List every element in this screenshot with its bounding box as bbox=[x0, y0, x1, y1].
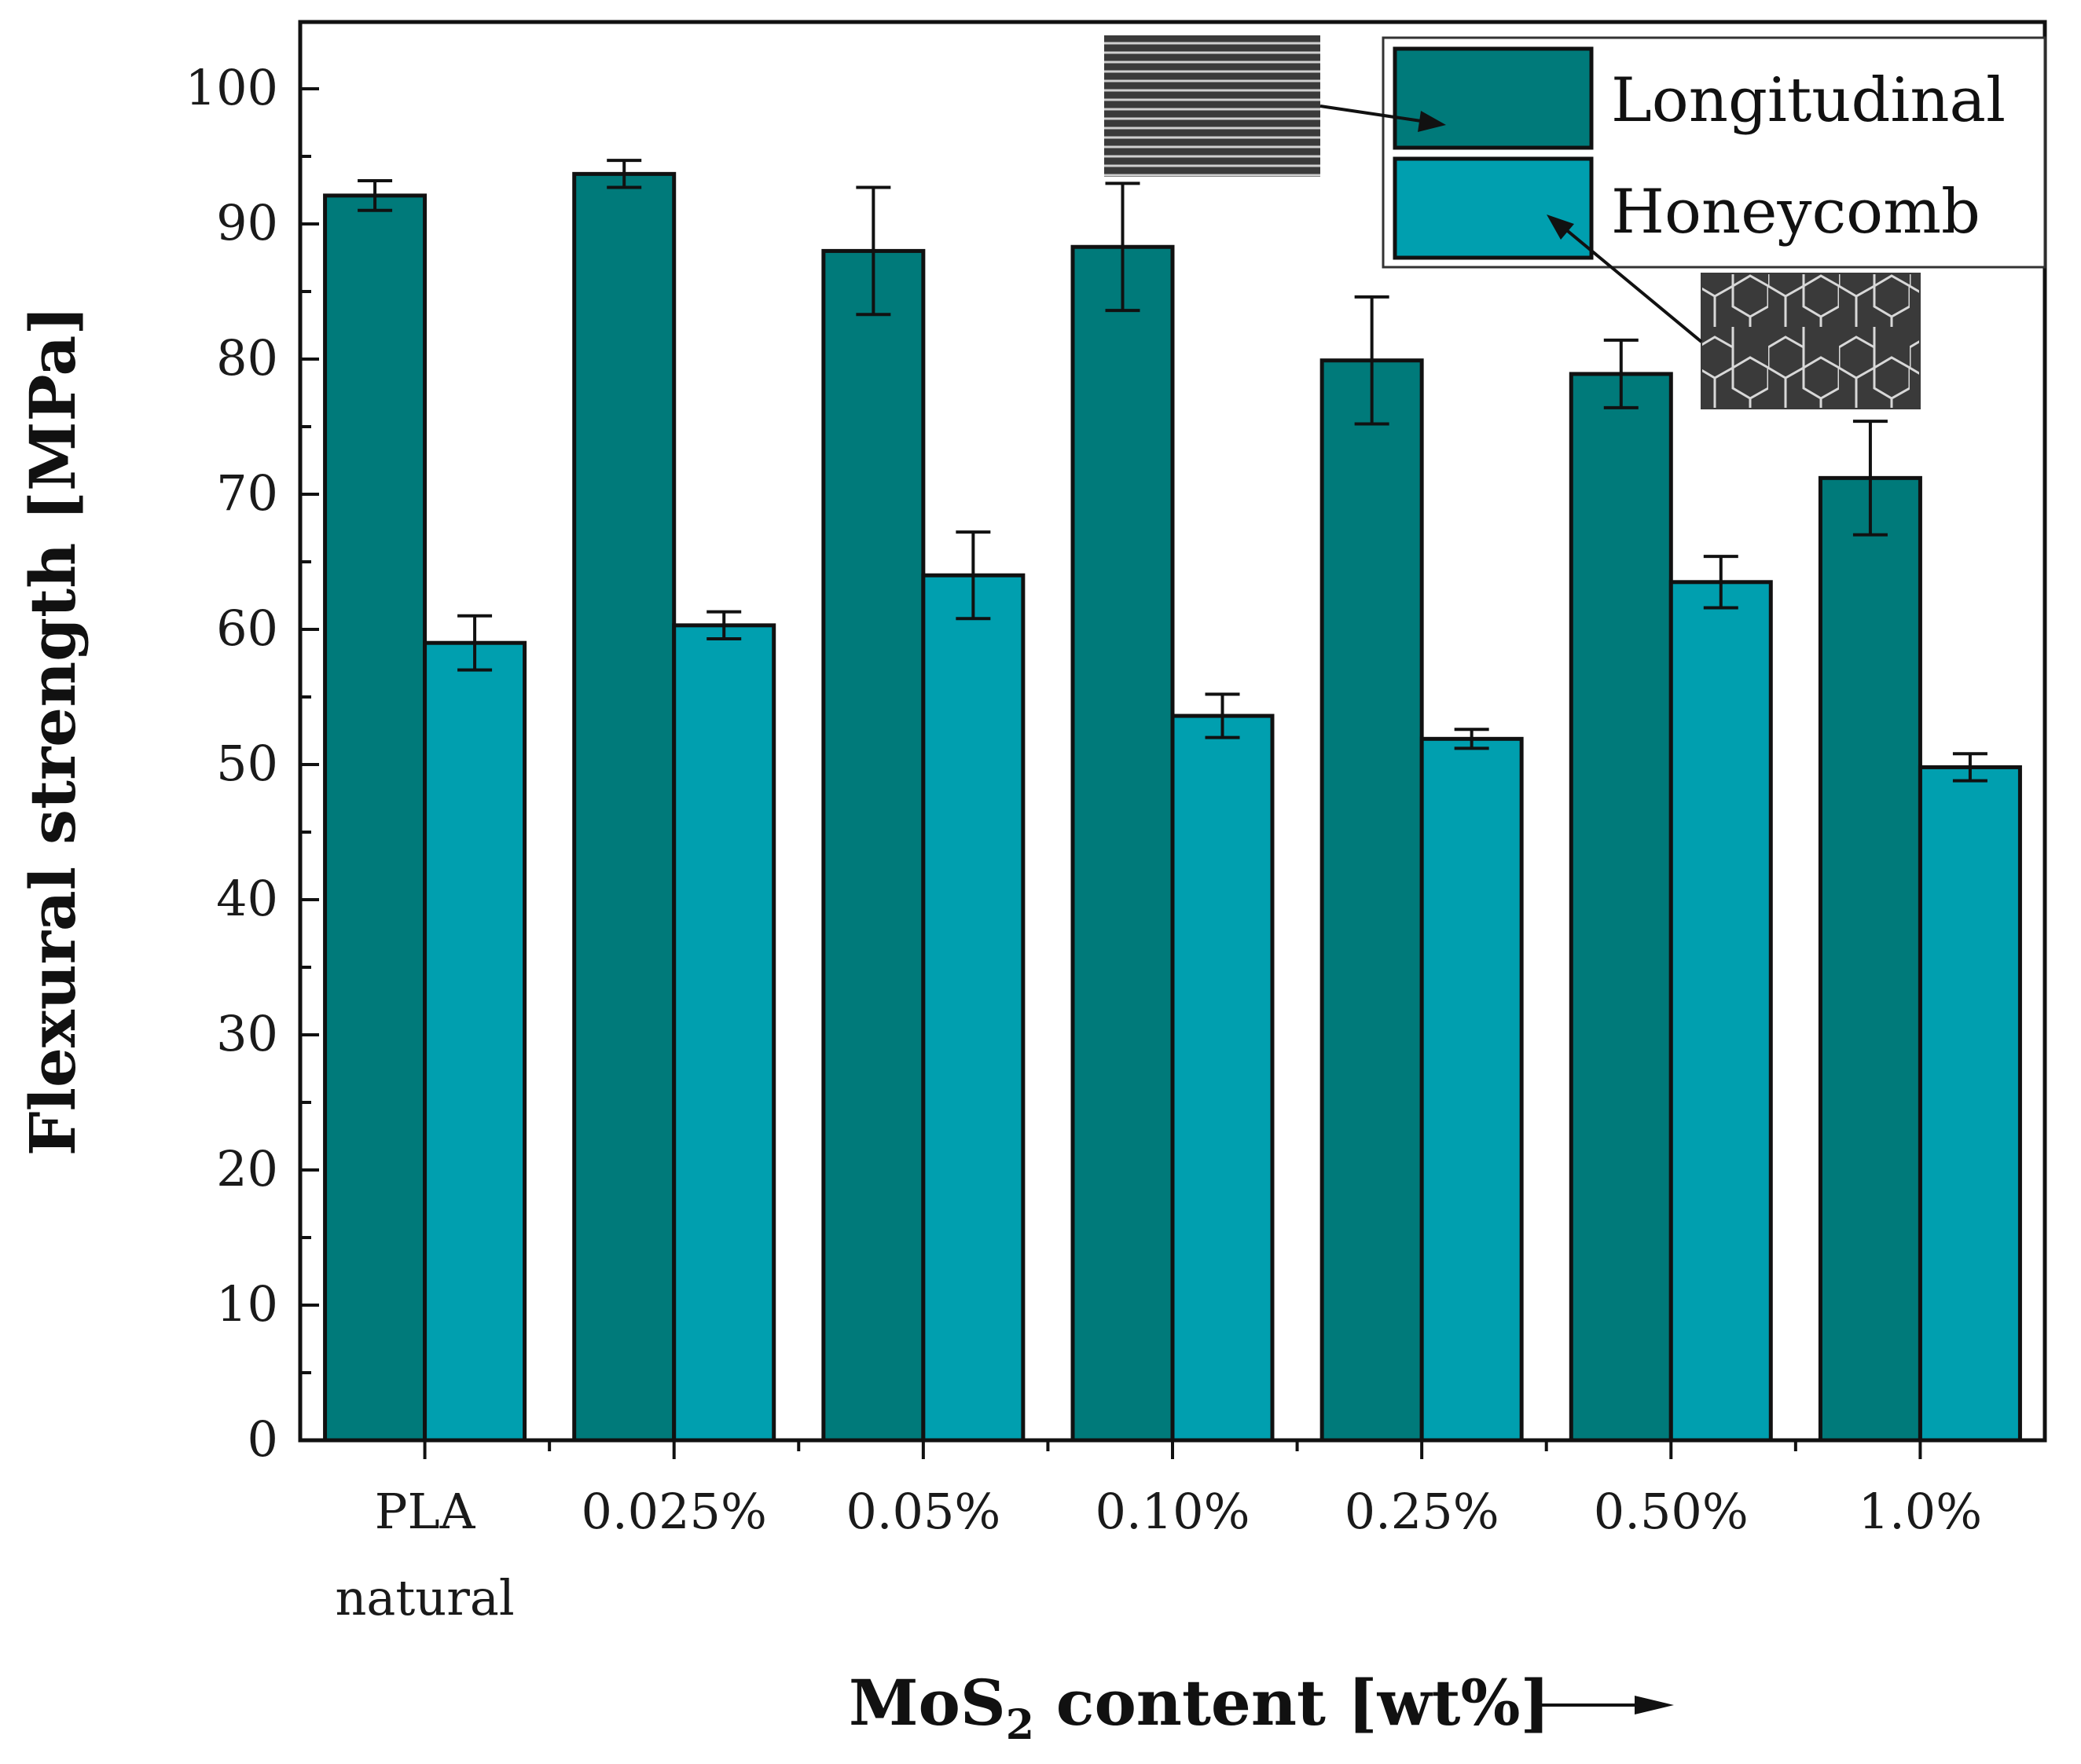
honeycomb-pattern-inset bbox=[1701, 273, 1921, 409]
x-tick-label: 0.10% bbox=[1096, 1483, 1250, 1540]
y-tick-label: 70 bbox=[216, 464, 278, 522]
longitudinal-pointer-arrow-icon bbox=[1319, 105, 1446, 132]
legend-swatch-honeycomb bbox=[1393, 156, 1594, 260]
plot-frame bbox=[298, 20, 2047, 1443]
y-tick-label: 30 bbox=[216, 1005, 278, 1062]
y-tick-label: 40 bbox=[216, 870, 278, 927]
legend-label-honeycomb: Honeycomb bbox=[1611, 177, 1980, 248]
bar-honeycomb-5 bbox=[1668, 580, 1773, 1443]
x-axis-title-rest: content [wt%] bbox=[1034, 1666, 1550, 1740]
bar-longitudinal-5 bbox=[1569, 372, 1673, 1443]
y-axis-title: Flexural strength [MPa] bbox=[16, 306, 90, 1156]
y-tick-label: 10 bbox=[216, 1275, 278, 1333]
y-tick-label: 20 bbox=[216, 1140, 278, 1197]
y-tick-label: 80 bbox=[216, 329, 278, 387]
x-axis-title-subscript: 2 bbox=[1006, 1701, 1034, 1749]
x-tick-label: PLA bbox=[375, 1483, 476, 1540]
x-tick-label: 0.50% bbox=[1594, 1483, 1749, 1540]
x-axis-title: MoS2 content [wt%] bbox=[849, 1666, 1550, 1749]
y-tick-label: 60 bbox=[216, 600, 278, 657]
bar-longitudinal-4 bbox=[1319, 358, 1424, 1443]
error-bars bbox=[358, 159, 1987, 783]
x-tick-label: 0.05% bbox=[846, 1483, 1000, 1540]
bar-honeycomb-6 bbox=[1918, 765, 2022, 1443]
x-axis-arrow-icon bbox=[1536, 1696, 1674, 1714]
y-tick-label: 50 bbox=[216, 735, 278, 792]
legend-label-longitudinal: Longitudinal bbox=[1611, 65, 2006, 136]
legend: Longitudinal Honeycomb bbox=[1382, 36, 2046, 269]
bar-honeycomb-4 bbox=[1419, 736, 1524, 1443]
bar-longitudinal-6 bbox=[1818, 475, 1922, 1443]
bar-longitudinal-3 bbox=[1070, 244, 1175, 1443]
x-axis-title-main: MoS bbox=[849, 1666, 1006, 1740]
legend-swatch-longitudinal bbox=[1393, 46, 1594, 150]
bar-honeycomb-0 bbox=[423, 640, 527, 1443]
x-tick-label: 1.0% bbox=[1859, 1483, 1983, 1540]
honeycomb-pointer-arrow-icon bbox=[1547, 215, 1703, 343]
bar-honeycomb-3 bbox=[1170, 713, 1275, 1443]
x-tick-label: 0.25% bbox=[1345, 1483, 1499, 1540]
bars bbox=[323, 171, 2022, 1443]
y-tick-label: 100 bbox=[185, 59, 278, 116]
y-tick-labels: 0 10 20 30 40 50 60 70 80 90 100 bbox=[185, 59, 278, 1468]
bar-longitudinal-2 bbox=[821, 248, 926, 1443]
bar-honeycomb-2 bbox=[921, 573, 1026, 1443]
longitudinal-pattern-inset bbox=[1104, 35, 1320, 177]
bar-longitudinal-0 bbox=[323, 193, 428, 1443]
y-tick-label: 0 bbox=[248, 1410, 278, 1468]
bar-longitudinal-1 bbox=[572, 171, 677, 1443]
x-tick-label-line2: natural bbox=[335, 1569, 514, 1626]
bar-honeycomb-1 bbox=[672, 623, 776, 1443]
y-tick-label: 90 bbox=[216, 194, 278, 251]
x-tick-labels: PLA natural 0.025% 0.05% 0.10% 0.25% 0.50% 1.0% bbox=[335, 1483, 1982, 1626]
x-tick-label: 0.025% bbox=[582, 1483, 767, 1540]
